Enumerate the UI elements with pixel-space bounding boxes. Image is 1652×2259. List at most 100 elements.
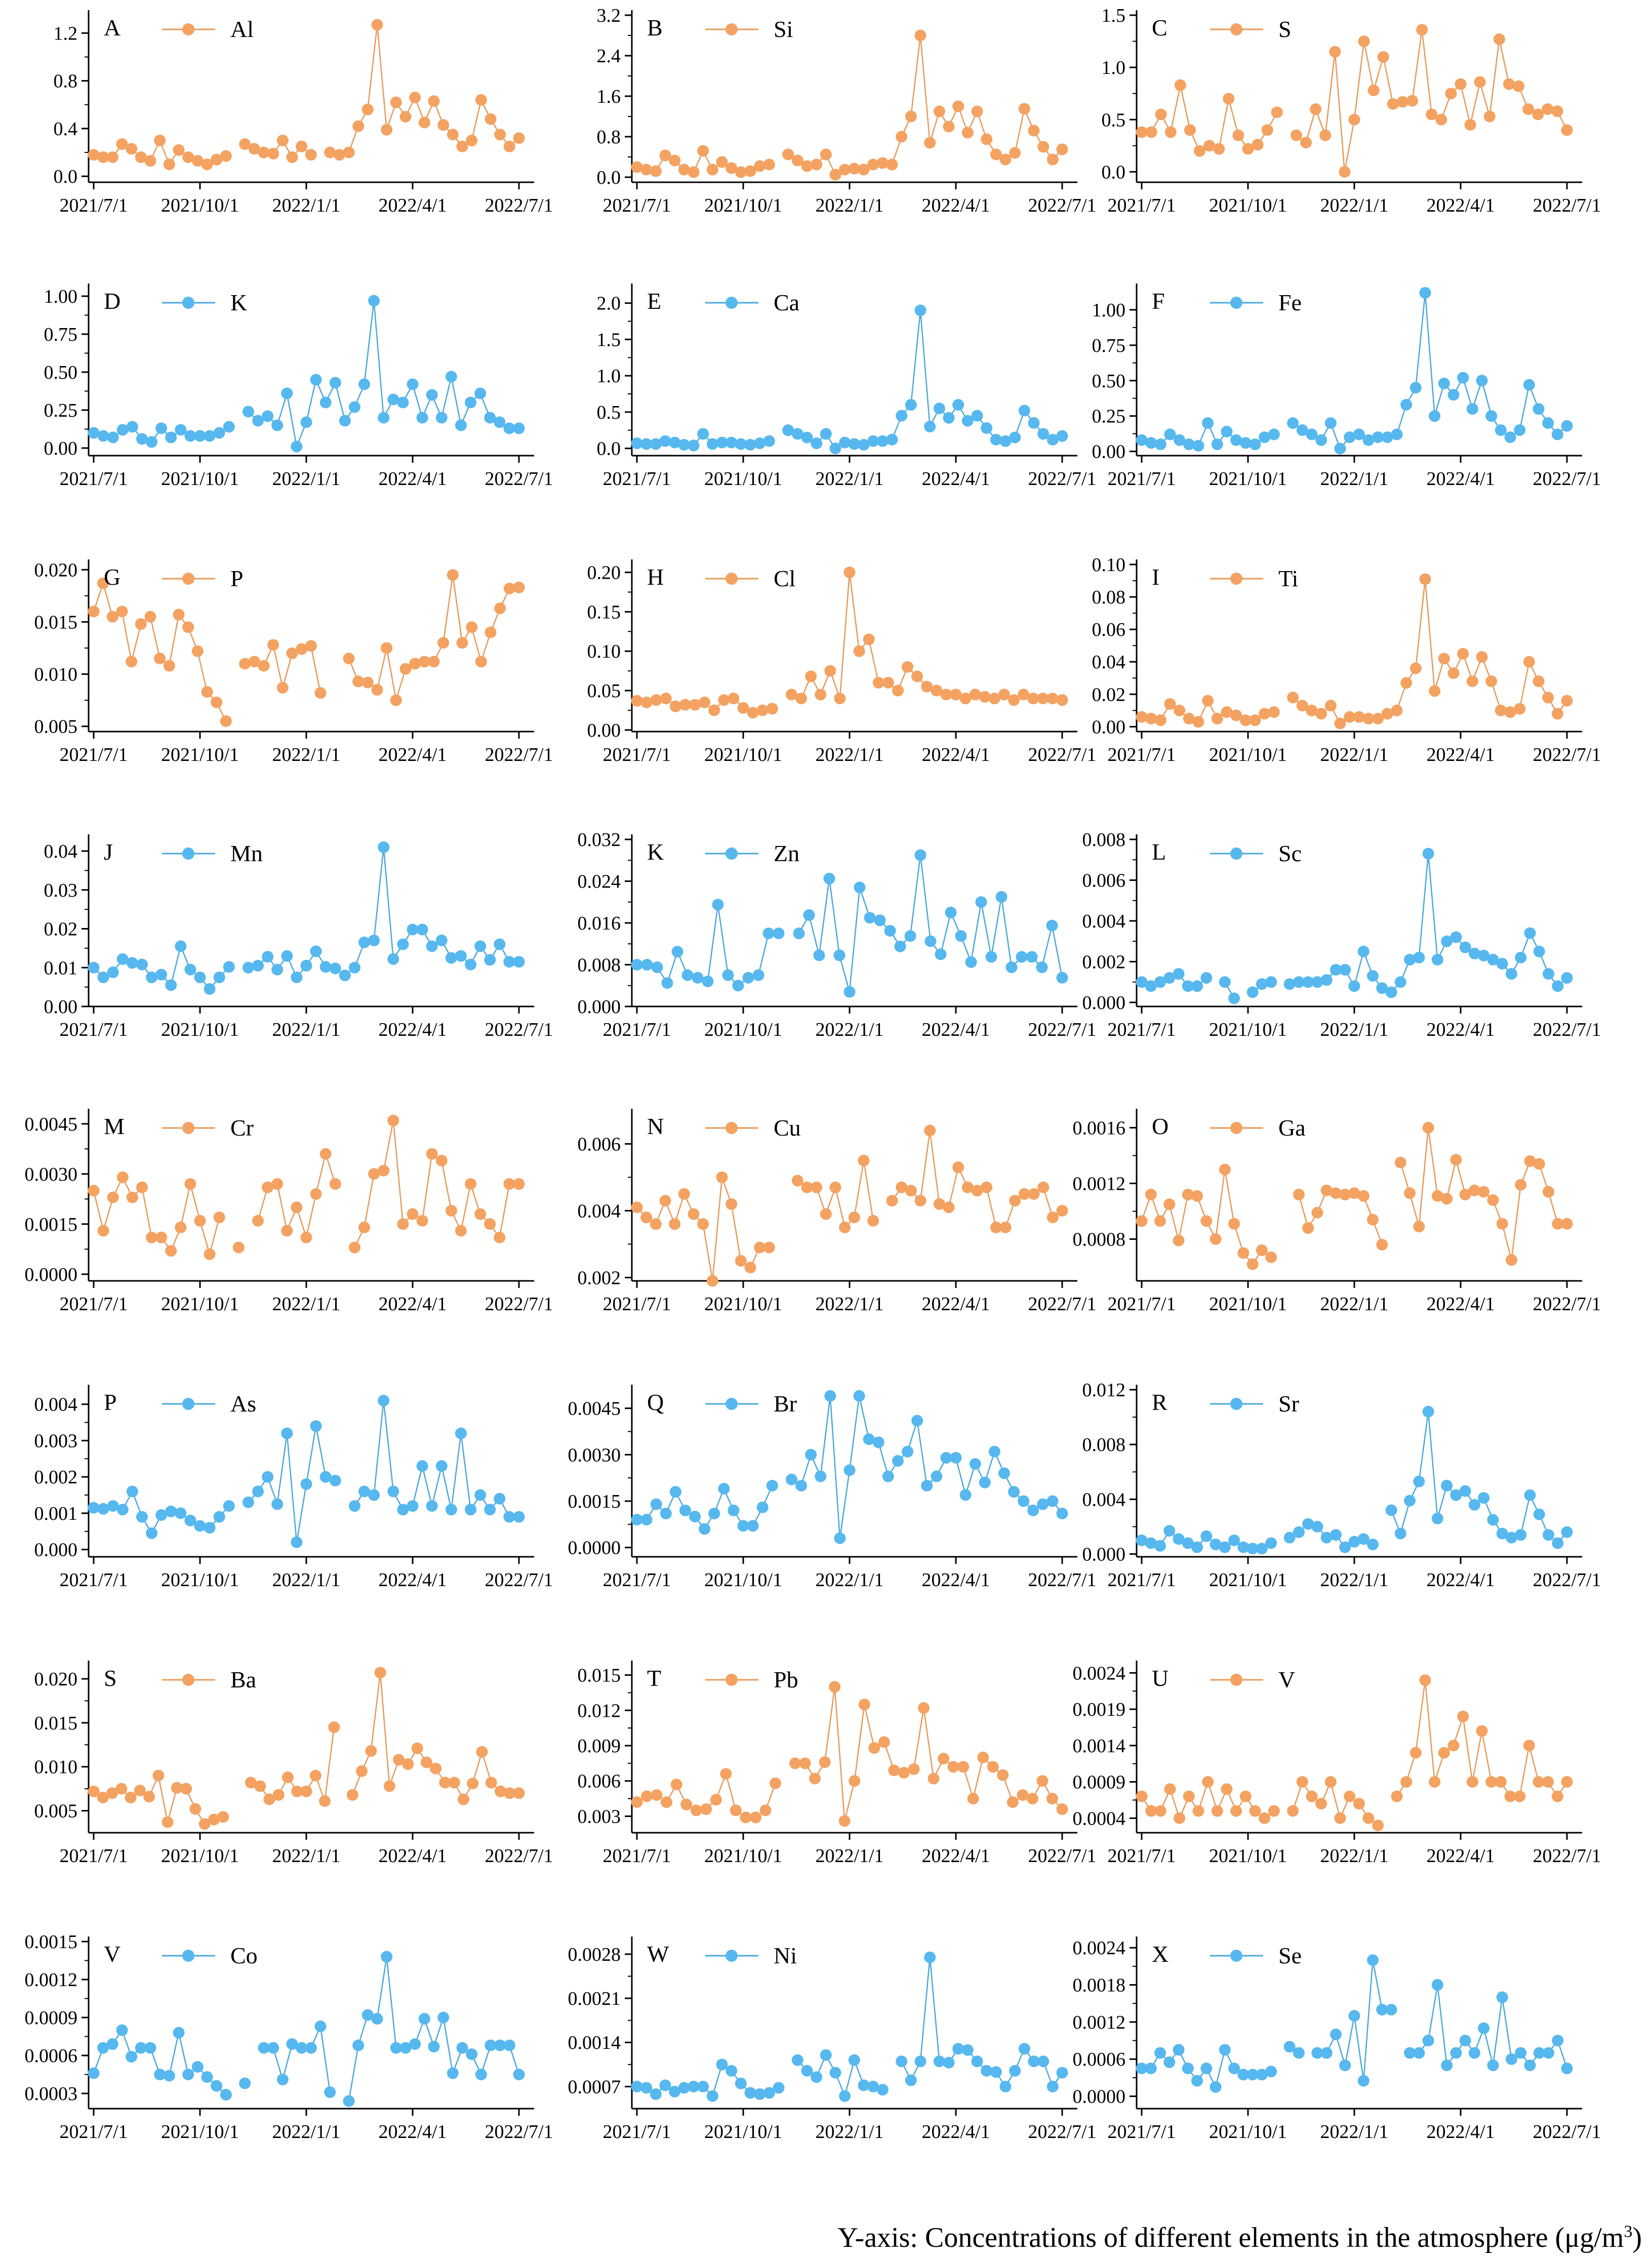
panel-letter: B bbox=[647, 15, 663, 41]
y-tick-label: 0.0003 bbox=[25, 2083, 78, 2105]
x-tick-label: 2022/4/1 bbox=[921, 468, 990, 490]
data-point bbox=[175, 1221, 187, 1233]
data-point bbox=[853, 1390, 865, 1402]
data-point bbox=[1018, 103, 1030, 115]
data-point bbox=[116, 1171, 129, 1183]
data-point bbox=[407, 923, 419, 936]
x-tick-label: 2021/10/1 bbox=[1209, 1845, 1287, 1867]
data-point bbox=[1329, 964, 1342, 976]
data-point bbox=[348, 961, 360, 974]
data-point bbox=[1145, 1805, 1157, 1817]
y-tick-label: 0.0024 bbox=[1073, 1663, 1126, 1684]
legend-label: Si bbox=[774, 16, 793, 42]
data-point bbox=[1027, 693, 1039, 705]
data-point bbox=[1008, 1486, 1020, 1498]
data-point bbox=[728, 1504, 740, 1516]
data-point bbox=[1210, 1233, 1222, 1245]
data-point bbox=[742, 972, 754, 984]
data-point bbox=[1381, 431, 1393, 443]
series-line bbox=[791, 1395, 1063, 1539]
data-point bbox=[211, 696, 223, 708]
data-point bbox=[1457, 1710, 1469, 1722]
y-tick-label: 0.000 bbox=[1082, 1544, 1126, 1565]
data-point bbox=[291, 1785, 303, 1797]
data-point bbox=[669, 700, 681, 712]
y-tick-label: 1.00 bbox=[44, 286, 78, 307]
data-point bbox=[428, 2041, 440, 2052]
data-point bbox=[1339, 964, 1351, 976]
y-tick-label: 0.5 bbox=[597, 402, 621, 423]
y-tick-label: 0.002 bbox=[34, 1467, 78, 1488]
x-tick-label: 2021/10/1 bbox=[704, 1845, 782, 1867]
data-point bbox=[126, 656, 138, 668]
data-point bbox=[1344, 711, 1356, 723]
data-point bbox=[1163, 972, 1176, 984]
data-point bbox=[896, 2055, 908, 2068]
data-point bbox=[1136, 1790, 1148, 1802]
data-point bbox=[513, 2069, 525, 2080]
data-point bbox=[1429, 1776, 1441, 1788]
data-point bbox=[1259, 431, 1271, 443]
legend-marker bbox=[1230, 1398, 1242, 1410]
x-tick-label: 2021/10/1 bbox=[1209, 744, 1287, 765]
data-point bbox=[650, 694, 662, 706]
data-point bbox=[735, 166, 747, 178]
data-point bbox=[1183, 1790, 1195, 1802]
series-line bbox=[795, 1686, 1063, 1822]
data-point bbox=[690, 1804, 702, 1817]
data-point bbox=[1445, 88, 1457, 100]
data-point bbox=[494, 416, 506, 428]
data-point bbox=[445, 1204, 457, 1217]
data-point bbox=[194, 1520, 206, 1532]
panel-letter: H bbox=[647, 564, 664, 590]
data-point bbox=[339, 415, 351, 427]
data-point bbox=[1483, 110, 1496, 123]
data-point bbox=[782, 424, 794, 436]
data-point bbox=[1213, 143, 1225, 155]
data-point bbox=[402, 1758, 414, 1770]
data-point bbox=[1495, 1776, 1507, 1788]
legend-marker bbox=[182, 1122, 194, 1134]
data-point bbox=[239, 2077, 251, 2089]
x-tick-label: 2021/10/1 bbox=[704, 2121, 782, 2143]
data-point bbox=[1542, 1186, 1554, 1198]
data-point bbox=[1413, 951, 1425, 963]
data-point bbox=[801, 431, 813, 443]
data-point bbox=[165, 431, 177, 443]
data-point bbox=[191, 2061, 204, 2073]
data-point bbox=[106, 1787, 118, 1799]
data-point bbox=[1228, 2063, 1240, 2075]
data-point bbox=[1191, 2075, 1203, 2087]
data-point bbox=[1315, 1798, 1327, 1810]
x-tick-label: 2022/7/1 bbox=[1533, 2121, 1601, 2143]
data-point bbox=[399, 663, 412, 675]
data-point bbox=[146, 1231, 158, 1243]
data-point bbox=[1191, 1541, 1203, 1553]
data-point bbox=[1447, 667, 1460, 679]
data-point bbox=[305, 640, 317, 652]
data-point bbox=[876, 435, 889, 447]
x-tick-label: 2021/10/1 bbox=[161, 195, 239, 216]
data-point bbox=[271, 1498, 284, 1510]
data-point bbox=[213, 1511, 225, 1523]
data-point bbox=[1552, 1218, 1564, 1230]
data-point bbox=[1036, 961, 1048, 974]
data-point bbox=[1419, 287, 1431, 299]
data-point bbox=[819, 1756, 831, 1768]
data-point bbox=[291, 440, 303, 453]
data-point bbox=[418, 116, 430, 129]
data-point bbox=[475, 94, 487, 106]
panel-letter: T bbox=[647, 1665, 661, 1691]
y-tick-label: 1.0 bbox=[1102, 57, 1126, 78]
data-point bbox=[272, 1789, 285, 1801]
legend-marker bbox=[182, 848, 194, 860]
data-point bbox=[838, 1815, 851, 1827]
panel-letter: Q bbox=[647, 1389, 664, 1415]
data-point bbox=[1561, 124, 1573, 136]
data-point bbox=[1344, 431, 1356, 443]
data-point bbox=[136, 1511, 148, 1523]
data-point bbox=[1413, 1475, 1425, 1487]
data-point bbox=[1376, 1239, 1388, 1250]
data-point bbox=[697, 428, 709, 440]
data-point bbox=[319, 1795, 331, 1807]
